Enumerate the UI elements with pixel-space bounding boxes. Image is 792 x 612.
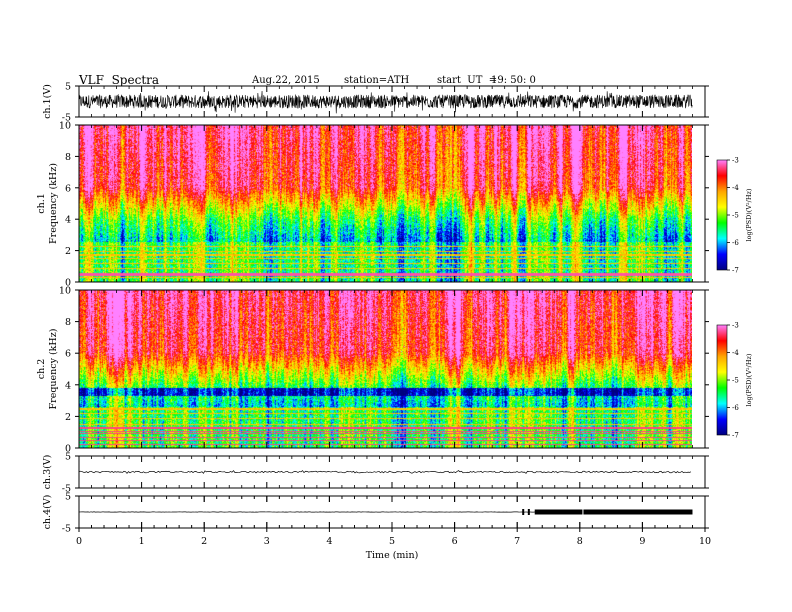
- ch1-waveform-trace: [78, 91, 693, 114]
- x-tick-label: 1: [139, 536, 145, 547]
- ch2-spectrogram-colorbar-label: log(PSD)(V²/Hz): [745, 353, 753, 406]
- ch2-spectrogram-heatmap: [79, 290, 692, 448]
- ch3-waveform-ylabel: ch.3(V): [42, 455, 53, 490]
- ch1-spectrogram-ytick-label: 0: [65, 278, 71, 289]
- ch1-spectrogram-heatmap: [79, 125, 692, 282]
- ch2-spectrogram-colorbar-tick-label: -7: [732, 432, 739, 440]
- x-tick-label: 4: [326, 536, 332, 547]
- ch4-waveform-ytick-label: -5: [62, 524, 71, 535]
- ch1-spectrogram-colorbar: [716, 159, 728, 271]
- ch3-waveform-trace: [78, 470, 692, 474]
- x-tick-label: 3: [264, 536, 270, 547]
- ch2-spectrogram-ytick-label: 0: [65, 444, 71, 455]
- ch1-spectrogram-ytick-label: 8: [65, 152, 71, 163]
- start-ut-value: 19: 50: 0: [491, 75, 536, 86]
- x-tick-label: 8: [577, 536, 583, 547]
- ch1-spectrogram-colorbar-label: log(PSD)(V²/Hz): [745, 188, 753, 241]
- ch1-spectrogram-ylabel: Frequency (kHz): [48, 163, 59, 244]
- x-tick-label: 10: [699, 536, 711, 547]
- ch1-spectrogram-colorbar-tick-label: -4: [732, 184, 739, 192]
- ch2-spectrogram-ytick-label: 10: [59, 286, 71, 297]
- ch3-waveform-ytick-label: 5: [65, 452, 71, 463]
- x-tick-label: 0: [76, 536, 82, 547]
- date-label: Aug.22, 2015: [252, 75, 320, 86]
- start-ut-label: start UT =: [437, 75, 498, 86]
- x-tick-label: 7: [514, 536, 520, 547]
- ch1-spectrogram-ytick-label: 6: [65, 183, 71, 194]
- ch2-spectrogram-colorbar: [716, 324, 728, 436]
- ch1-waveform-ylabel: ch.1(V): [42, 84, 53, 119]
- x-tick-label: 5: [389, 536, 395, 547]
- ch2-spectrogram-colorbar-tick-label: -5: [732, 377, 739, 385]
- ch1-spectrogram-colorbar-tick-label: -3: [732, 157, 739, 165]
- station-label: station=ATH: [344, 75, 410, 86]
- ch4-pulse: [522, 509, 525, 515]
- ch2-spectrogram-channel-label: ch.2: [36, 359, 47, 380]
- chart-title: VLF Spectra: [79, 73, 160, 87]
- ch2-spectrogram-colorbar-tick-label: -6: [732, 404, 739, 412]
- ch3-waveform-ytick-label: -5: [62, 484, 71, 495]
- ch2-spectrogram-ytick-label: 2: [65, 412, 71, 423]
- ch2-spectrogram-colorbar-tick-label: -4: [732, 349, 739, 357]
- x-tick-label: 9: [639, 536, 645, 547]
- ch2-spectrogram-ytick-label: 8: [65, 317, 71, 328]
- ch1-waveform-ytick-label: 5: [65, 82, 71, 93]
- ch4-waveform-ylabel: ch.4(V): [42, 495, 53, 530]
- ch1-spectrogram-ytick-label: 4: [65, 215, 71, 226]
- x-axis-label: Time (min): [366, 550, 419, 561]
- ch1-spectrogram-colorbar-tick-label: -7: [732, 267, 739, 275]
- ch4-active-segment: [534, 509, 693, 515]
- ch1-spectrogram-ytick-label: 2: [65, 246, 71, 257]
- ch4-pulse: [527, 509, 530, 515]
- x-tick-label: 6: [452, 536, 458, 547]
- ch1-spectrogram-channel-label: ch.1: [36, 193, 47, 214]
- ch1-spectrogram-ytick-label: 10: [59, 121, 71, 132]
- ch2-spectrogram-colorbar-tick-label: -3: [732, 322, 739, 330]
- ch1-waveform-ytick-label: -5: [62, 113, 71, 124]
- ch2-spectrogram-ytick-label: 6: [65, 349, 71, 360]
- ch2-spectrogram-ytick-label: 4: [65, 380, 71, 391]
- x-tick-label: 2: [201, 536, 207, 547]
- ch1-spectrogram-colorbar-tick-label: -6: [732, 239, 739, 247]
- ch1-spectrogram-colorbar-tick-label: -5: [732, 212, 739, 220]
- ch2-spectrogram-ylabel: Frequency (kHz): [48, 329, 59, 410]
- ch4-waveform-ytick-label: 5: [65, 492, 71, 503]
